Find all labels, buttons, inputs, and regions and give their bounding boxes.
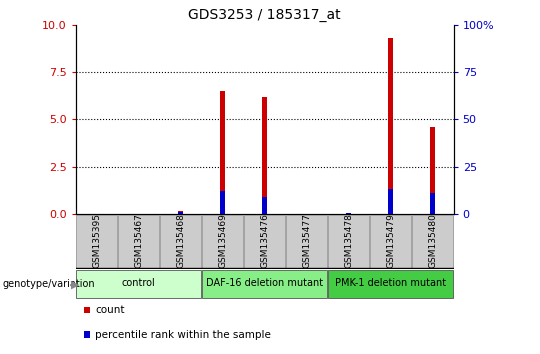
- Bar: [178, 211, 183, 214]
- Text: GSM135477: GSM135477: [302, 213, 311, 268]
- Text: genotype/variation: genotype/variation: [3, 279, 96, 289]
- Bar: [262, 197, 267, 214]
- FancyBboxPatch shape: [76, 270, 201, 298]
- Text: percentile rank within the sample: percentile rank within the sample: [96, 330, 271, 339]
- Text: GSM135468: GSM135468: [176, 213, 185, 268]
- Text: GSM135479: GSM135479: [386, 213, 395, 268]
- Bar: [346, 213, 351, 214]
- Text: count: count: [96, 305, 125, 315]
- Text: GSM135476: GSM135476: [260, 213, 269, 268]
- Bar: [388, 189, 393, 214]
- Text: control: control: [122, 279, 156, 289]
- FancyBboxPatch shape: [328, 270, 453, 298]
- FancyBboxPatch shape: [244, 215, 285, 268]
- Text: GSM135478: GSM135478: [344, 213, 353, 268]
- Bar: [262, 97, 267, 214]
- FancyBboxPatch shape: [328, 215, 369, 268]
- Text: DAF-16 deletion mutant: DAF-16 deletion mutant: [206, 279, 323, 289]
- Text: GSM135469: GSM135469: [218, 213, 227, 268]
- Text: GSM135467: GSM135467: [134, 213, 143, 268]
- FancyBboxPatch shape: [370, 215, 411, 268]
- Bar: [220, 192, 225, 214]
- Bar: [430, 127, 435, 214]
- Title: GDS3253 / 185317_at: GDS3253 / 185317_at: [188, 8, 341, 22]
- Bar: [388, 38, 393, 214]
- Text: GSM135480: GSM135480: [428, 213, 437, 268]
- FancyBboxPatch shape: [118, 215, 159, 268]
- FancyBboxPatch shape: [286, 215, 327, 268]
- FancyBboxPatch shape: [76, 215, 117, 268]
- FancyBboxPatch shape: [412, 215, 453, 268]
- Text: ▶: ▶: [71, 279, 80, 289]
- Bar: [178, 212, 183, 214]
- Bar: [220, 91, 225, 214]
- FancyBboxPatch shape: [160, 215, 201, 268]
- Bar: [346, 213, 351, 214]
- FancyBboxPatch shape: [202, 270, 327, 298]
- FancyBboxPatch shape: [202, 215, 243, 268]
- Text: GSM135395: GSM135395: [92, 213, 101, 268]
- Text: PMK-1 deletion mutant: PMK-1 deletion mutant: [335, 279, 446, 289]
- Bar: [430, 193, 435, 214]
